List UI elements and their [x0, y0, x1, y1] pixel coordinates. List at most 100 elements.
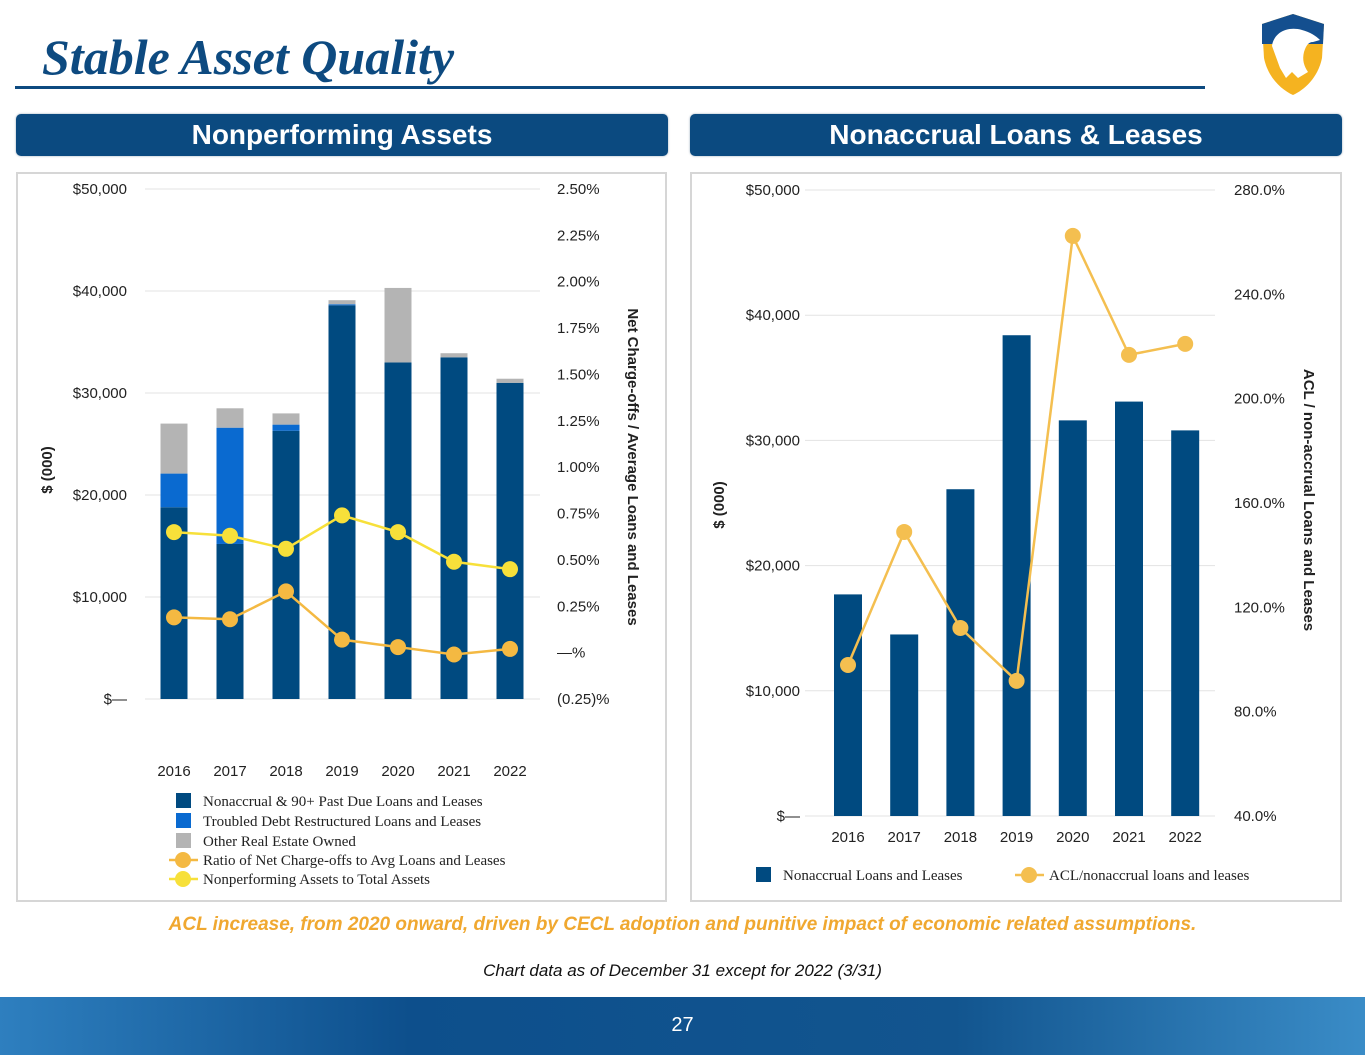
bar-2022-2 — [496, 378, 524, 383]
point-2018 — [278, 540, 294, 557]
bar-2020-2 — [384, 287, 412, 363]
y2-tick-label: 2.25% — [557, 227, 600, 244]
data-date-note: Chart data as of December 31 except for … — [483, 961, 882, 980]
y2-tick-label: 1.50% — [557, 366, 600, 383]
x-tick-label: 2022 — [493, 763, 526, 780]
point-2020 — [1064, 227, 1081, 244]
y2-tick-label: 160.0% — [1234, 495, 1285, 512]
nonaccrual-loans-panel — [690, 172, 1342, 902]
y-tick-label: $50,000 — [73, 181, 127, 198]
legend-swatch — [176, 793, 191, 808]
y-tick-label: $— — [104, 691, 127, 708]
x-tick-label: 2018 — [269, 763, 302, 780]
y-tick-label: $30,000 — [73, 385, 127, 402]
bar-2021-0 — [1115, 401, 1143, 816]
y-axis-title: $ (000) — [39, 446, 56, 494]
point-2022 — [1177, 335, 1194, 352]
nonperforming-assets-header: Nonperforming Assets — [16, 114, 668, 156]
eagle-shield-logo — [1262, 14, 1324, 95]
bar-2018-0 — [946, 489, 975, 816]
bar-2019-0 — [1002, 335, 1031, 816]
y2-tick-label: 2.50% — [557, 181, 600, 198]
point-2019 — [1008, 672, 1025, 689]
legend-label: Nonperforming Assets to Total Assets — [203, 872, 430, 888]
x-tick-label: 2021 — [1112, 829, 1145, 846]
point-2020 — [390, 639, 406, 656]
point-2016 — [840, 656, 856, 673]
x-tick-label: 2020 — [381, 763, 414, 780]
y2-tick-label: 0.25% — [557, 598, 600, 615]
bar-2020-0 — [1058, 420, 1087, 816]
legend-label: ACL/nonaccrual loans and leases — [1049, 868, 1250, 884]
bar-2017-2 — [216, 408, 244, 428]
bar-2021-0 — [440, 357, 468, 699]
x-tick-label: 2018 — [944, 829, 977, 846]
x-tick-label: 2016 — [157, 763, 190, 780]
bar-2017-0 — [890, 634, 919, 816]
y2-tick-label: 1.75% — [557, 320, 600, 337]
y2-tick-label: 0.50% — [557, 552, 600, 569]
legend-label: Ratio of Net Charge-offs to Avg Loans an… — [203, 853, 506, 869]
nonperforming-assets-panel — [16, 172, 667, 902]
bar-2016-1 — [160, 473, 188, 508]
legend-marker — [175, 852, 191, 868]
point-2016 — [166, 609, 182, 626]
y-tick-label: $— — [777, 808, 800, 825]
y2-tick-label: 120.0% — [1234, 599, 1285, 616]
x-tick-label: 2022 — [1169, 829, 1202, 846]
legend-label: Other Real Estate Owned — [203, 834, 356, 850]
y2-tick-label: 2.00% — [557, 274, 600, 291]
y2-tick-label: 0.75% — [557, 506, 600, 523]
y2-tick-label: 240.0% — [1234, 286, 1285, 303]
bar-2018-1 — [272, 424, 300, 431]
bar-2021-2 — [440, 353, 468, 358]
x-tick-label: 2020 — [1056, 829, 1089, 846]
footer-band — [0, 997, 1365, 1055]
bar-2019-1 — [328, 304, 356, 306]
y2-tick-label: 80.0% — [1234, 704, 1277, 721]
y-tick-label: $40,000 — [73, 283, 127, 300]
y2-tick-label: 1.25% — [557, 413, 600, 430]
y2-axis-title: ACL / non-accrual Loans and Leases — [1300, 369, 1317, 631]
y2-tick-label: (0.25)% — [557, 691, 610, 708]
x-tick-label: 2017 — [888, 829, 921, 846]
y-tick-label: $20,000 — [73, 487, 127, 504]
bar-2018-2 — [272, 413, 300, 425]
y2-axis-title: Net Charge-offs / Average Loans and Leas… — [624, 308, 641, 625]
point-2017 — [222, 527, 238, 544]
point-2016 — [166, 524, 182, 541]
point-2018 — [278, 583, 294, 600]
x-tick-label: 2019 — [325, 763, 358, 780]
bar-2019-2 — [328, 300, 356, 305]
x-tick-label: 2021 — [437, 763, 470, 780]
y2-tick-label: —% — [557, 645, 585, 662]
point-2021 — [446, 553, 462, 570]
point-2021 — [446, 646, 462, 663]
point-2019 — [334, 507, 350, 524]
y-tick-label: $40,000 — [746, 307, 800, 324]
legend-swatch — [176, 813, 191, 828]
y2-tick-label: 1.00% — [557, 459, 600, 476]
x-tick-label: 2017 — [213, 763, 246, 780]
bar-2017-1 — [216, 427, 244, 544]
legend-swatch — [176, 833, 191, 848]
title-rule — [15, 86, 1205, 89]
y-tick-label: $10,000 — [746, 683, 800, 700]
legend-marker — [175, 871, 191, 887]
legend-label: Troubled Debt Restructured Loans and Lea… — [203, 814, 481, 830]
point-2022 — [502, 561, 518, 578]
legend-label: Nonaccrual Loans and Leases — [783, 868, 963, 884]
point-2018 — [952, 619, 969, 636]
x-tick-label: 2016 — [831, 829, 864, 846]
y2-tick-label: 280.0% — [1234, 182, 1285, 199]
page-number: 27 — [671, 1014, 694, 1036]
y-tick-label: $30,000 — [746, 432, 800, 449]
y-tick-label: $50,000 — [746, 182, 800, 199]
legend-swatch — [756, 867, 771, 882]
legend-marker — [1021, 867, 1037, 883]
y-tick-label: $10,000 — [73, 589, 127, 606]
point-2020 — [390, 524, 406, 541]
acl-note: ACL increase, from 2020 onward, driven b… — [168, 914, 1197, 935]
page-title: Stable Asset Quality — [42, 29, 455, 85]
